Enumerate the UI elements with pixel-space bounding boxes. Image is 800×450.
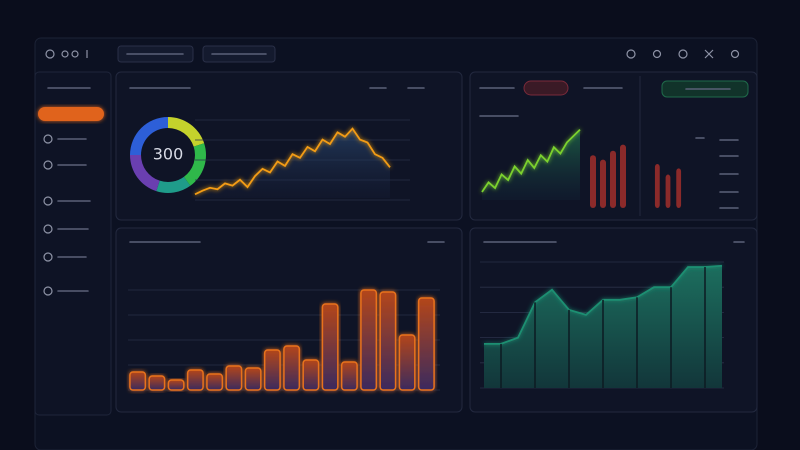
top-bar — [45, 45, 740, 63]
donut-segment — [168, 117, 205, 147]
bar — [417, 297, 435, 391]
nav-item[interactable] — [43, 286, 89, 296]
bar — [590, 155, 596, 208]
bar — [665, 174, 671, 208]
bar — [321, 303, 339, 391]
area — [195, 128, 390, 198]
icon-button[interactable] — [652, 49, 662, 59]
bar — [654, 164, 660, 208]
nav-item[interactable] — [43, 224, 89, 234]
bar — [302, 359, 320, 391]
line — [481, 128, 581, 193]
bar — [600, 159, 606, 208]
bar — [379, 291, 397, 391]
icon-button[interactable] — [626, 49, 636, 59]
bar — [360, 289, 378, 391]
bar — [206, 373, 224, 391]
icon-button[interactable] — [704, 49, 714, 59]
bar — [676, 168, 682, 208]
icon-button[interactable] — [678, 49, 688, 59]
donut-center-label: 300 — [153, 145, 184, 164]
donut-segment — [156, 176, 191, 193]
bar — [129, 371, 147, 391]
nav-item[interactable] — [43, 134, 87, 144]
bar — [244, 367, 262, 391]
line — [194, 127, 391, 196]
nav-item-active[interactable] — [38, 107, 104, 121]
bar — [340, 361, 358, 391]
nav-item[interactable] — [43, 196, 91, 206]
donut-segment — [130, 117, 168, 155]
donut-segment — [130, 155, 160, 192]
bar — [263, 349, 281, 391]
nav-item[interactable] — [43, 252, 87, 262]
bar — [398, 334, 416, 391]
bar — [167, 379, 185, 391]
bar — [148, 375, 166, 391]
bar — [225, 365, 243, 391]
bar — [610, 150, 616, 208]
donut-segment — [183, 143, 206, 186]
nav-item[interactable] — [43, 160, 87, 170]
bar — [186, 369, 204, 391]
bar — [283, 345, 301, 391]
pill[interactable] — [523, 80, 569, 96]
sidebar — [34, 71, 112, 416]
placeholder-labels — [129, 80, 749, 243]
bar — [620, 144, 626, 208]
icon-button[interactable] — [730, 49, 740, 59]
